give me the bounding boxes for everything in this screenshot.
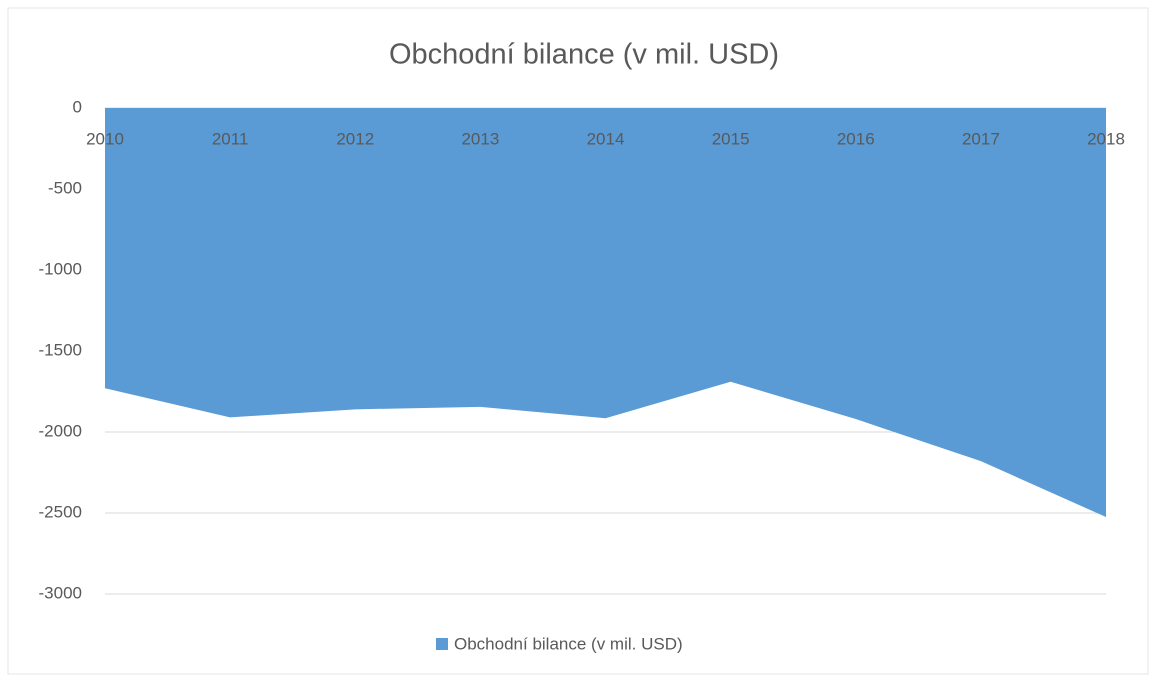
y-tick-label: 0 xyxy=(73,97,82,116)
y-tick-label: -1000 xyxy=(39,259,82,278)
y-tick-label: -2000 xyxy=(39,421,82,440)
x-tick-label: 2011 xyxy=(212,129,249,148)
x-tick-label: 2017 xyxy=(962,129,1000,148)
x-tick-label: 2015 xyxy=(712,129,750,148)
chart-title: Obchodní bilance (v mil. USD) xyxy=(389,39,779,71)
x-tick-label: 2014 xyxy=(587,129,625,148)
x-tick-label: 2012 xyxy=(336,129,374,148)
legend-swatch xyxy=(436,638,448,650)
x-tick-label: 2013 xyxy=(461,129,499,148)
y-tick-label: -1500 xyxy=(39,340,82,359)
area xyxy=(105,108,1106,518)
y-tick-label: -3000 xyxy=(39,583,82,602)
y-tick-label: -500 xyxy=(48,178,82,197)
x-tick-label: 2018 xyxy=(1087,129,1125,148)
legend-label: Obchodní bilance (v mil. USD) xyxy=(454,634,683,653)
x-tick-label: 2010 xyxy=(86,129,124,148)
y-tick-label: -2500 xyxy=(39,502,82,521)
x-tick-label: 2016 xyxy=(837,129,875,148)
